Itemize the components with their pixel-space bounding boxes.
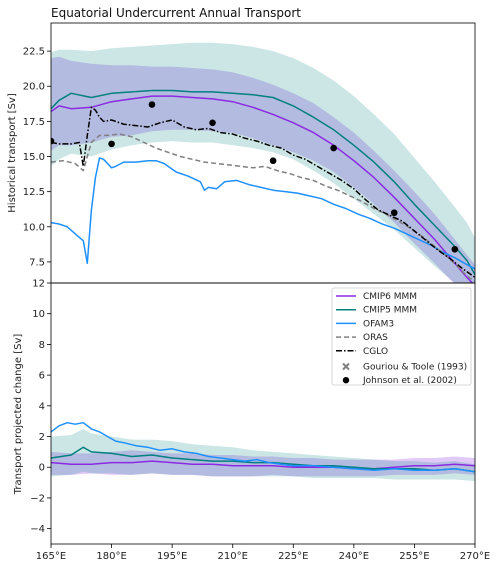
legend-label: CMIP6 MMM xyxy=(363,292,417,302)
legend-item-gouriou-toole-1993: Gouriou & Toole (1993) xyxy=(342,362,467,373)
legend-item-cglo: CGLO xyxy=(336,347,388,357)
x-tick-label: 165°E xyxy=(36,551,66,562)
top-line-ofam3 xyxy=(51,157,475,270)
top-observation-point xyxy=(148,101,156,108)
top-line-cmip5-mmm xyxy=(51,89,475,275)
top-line-oras xyxy=(51,133,475,283)
top-y-tick-label: 7.5 xyxy=(29,257,45,268)
bottom-y-tick-label: 4 xyxy=(39,401,45,412)
bottom-y-tick-label: −2 xyxy=(30,493,45,504)
top-observation-point xyxy=(390,209,398,217)
chart-title: Equatorial Undercurrent Annual Transport xyxy=(51,6,301,20)
top-observation-point xyxy=(51,137,55,145)
top-observation-point xyxy=(330,144,337,152)
top-y-tick-label: 20.0 xyxy=(23,82,45,93)
top-y-axis-label: Historical transport [Sv] xyxy=(7,93,18,213)
top-observation-point xyxy=(209,119,216,127)
x-tick-label: 225°E xyxy=(278,551,308,562)
top-y-tick-label: 10.0 xyxy=(23,222,45,233)
bottom-plot-frame xyxy=(50,282,476,545)
bottom-y-tick-label: 8 xyxy=(39,340,45,351)
legend-item-cmip5-mmm: CMIP5 MMM xyxy=(336,306,417,316)
legend-label: CGLO xyxy=(363,347,388,357)
x-tick-label: 180°E xyxy=(96,551,126,562)
x-tick-label: 255°E xyxy=(399,551,429,562)
top-line-cmip6-mmm xyxy=(51,95,474,283)
legend-item-oras: ORAS xyxy=(336,333,388,343)
top-y-tick-label: 15.0 xyxy=(23,152,45,163)
bottom-line-cmip6-mmm xyxy=(51,460,475,470)
top-y-tick-label: 22.5 xyxy=(23,47,45,58)
top-observation-point xyxy=(451,245,459,253)
top-observation-point xyxy=(108,140,115,148)
bottom-y-tick-label: 10 xyxy=(32,309,45,320)
legend-item-ofam3: OFAM3 xyxy=(336,319,394,329)
legend-label: OFAM3 xyxy=(363,319,394,329)
top-y-tick-label: 17.5 xyxy=(23,117,45,128)
x-tick-label: 195°E xyxy=(157,551,187,562)
legend-box xyxy=(331,287,472,386)
x-tick-label: 210°E xyxy=(218,551,248,562)
bottom-y-axis-label: Transport projected change [Sv] xyxy=(13,334,24,496)
bottom-y-tick-label: 0 xyxy=(39,463,45,474)
legend-label: Gouriou & Toole (1993) xyxy=(363,363,467,373)
bottom-y-tick-label: 6 xyxy=(39,371,45,382)
legend-label: ORAS xyxy=(363,333,388,343)
legend: CMIP6 MMM CMIP5 MMM OFAM3 ORAS CGLO Gouriou &… xyxy=(331,287,472,386)
x-tick-label: 270°E xyxy=(460,551,490,562)
legend-item-cmip6-mmm: CMIP6 MMM xyxy=(336,292,417,302)
top-y-tick-label: 12.5 xyxy=(23,187,45,198)
bottom-y-tick-label: 2 xyxy=(39,432,45,443)
legend-label: CMIP5 MMM xyxy=(363,306,417,316)
legend-swatch xyxy=(342,362,350,371)
legend-label: Johnson et al. (2002) xyxy=(362,376,457,386)
legend-item-johnson-et-al-2002: Johnson et al. (2002) xyxy=(342,376,457,386)
top-band-cmip6-mmm xyxy=(51,56,475,283)
bottom-band-cmip5-mmm xyxy=(51,428,475,482)
bottom-y-tick-label: 12 xyxy=(32,279,45,290)
bottom-line-ofam3 xyxy=(51,421,475,473)
top-band-cmip5-mmm xyxy=(51,42,475,283)
bottom-panel: −4 −2 0 2 4 6 8 10 12 Transport projected change… xyxy=(13,279,475,535)
top-line-cglo xyxy=(51,106,475,279)
bottom-y-tick-label: −4 xyxy=(30,524,45,535)
x-tick-label: 240°E xyxy=(339,551,369,562)
top-panel: 7.5 10.0 12.5 15.0 17.5 20.0 22.5 Historical t… xyxy=(7,42,475,283)
legend-swatch xyxy=(342,377,350,384)
top-observation-point xyxy=(269,157,277,165)
